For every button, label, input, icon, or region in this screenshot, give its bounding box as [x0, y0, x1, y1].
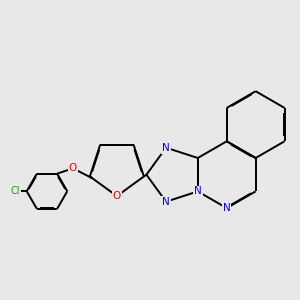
- Text: N: N: [162, 197, 170, 207]
- Text: O: O: [113, 191, 121, 201]
- Text: N: N: [194, 186, 202, 197]
- Text: Cl: Cl: [11, 186, 20, 196]
- Text: O: O: [69, 164, 77, 173]
- Text: N: N: [223, 203, 231, 213]
- Text: N: N: [162, 143, 170, 153]
